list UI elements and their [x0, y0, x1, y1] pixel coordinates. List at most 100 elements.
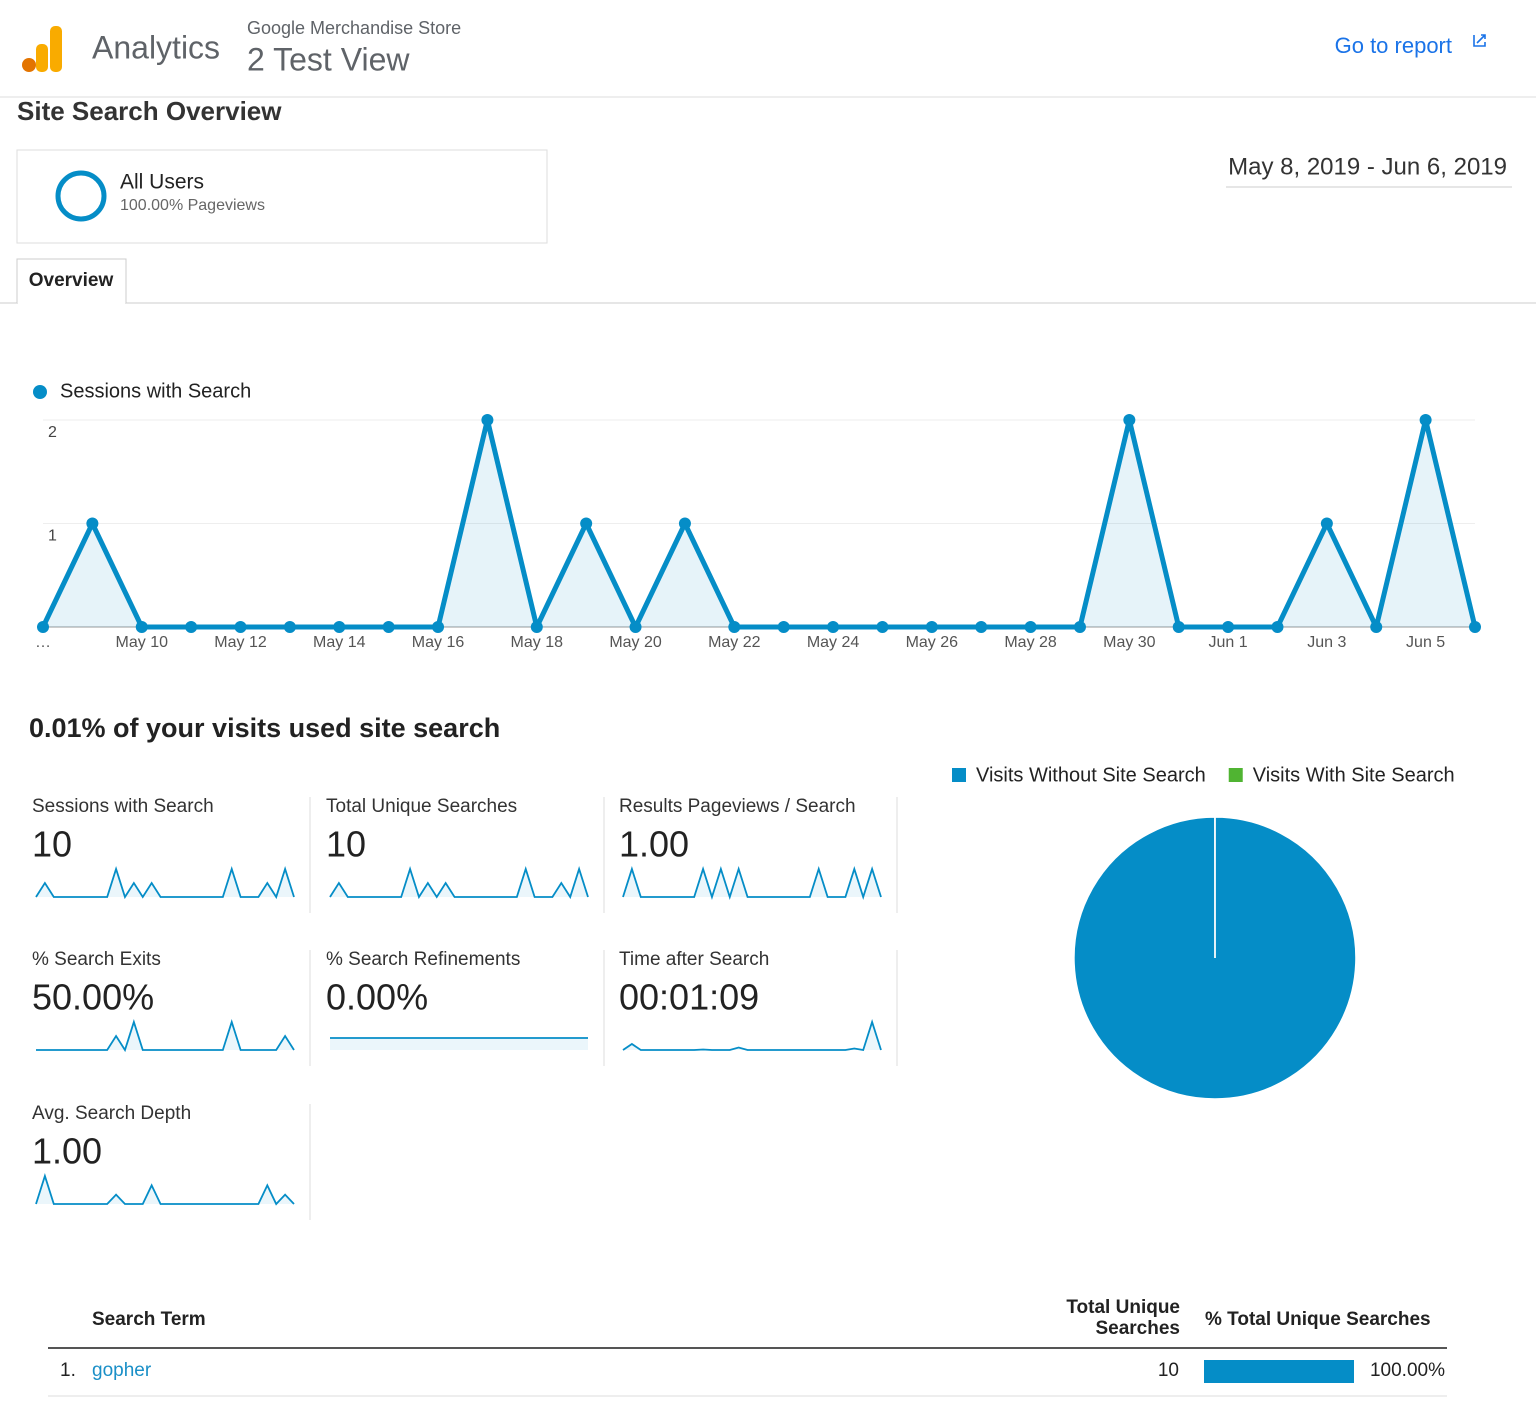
column-header: Search Term: [92, 1309, 206, 1330]
point: [530, 621, 543, 633]
x-tick-label: May 10: [116, 634, 169, 651]
legend-marker: [1228, 768, 1243, 782]
point: [1073, 621, 1086, 633]
sparkline-area: [623, 1022, 881, 1050]
logo: [22, 26, 62, 72]
sparkline-area: [623, 869, 881, 897]
point: [876, 621, 889, 633]
point: [728, 621, 741, 633]
page-title: Site Search Overview: [17, 96, 282, 126]
metric-label: % Search Exits: [32, 949, 161, 970]
sparkline-area: [36, 869, 294, 897]
sparkline-area: [36, 1176, 294, 1204]
metric-label: Results Pageviews / Search: [619, 796, 856, 817]
segment-icon: [55, 170, 107, 222]
sparkline: [622, 866, 882, 900]
x-tick-label: May 12: [214, 634, 267, 651]
x-tick-label: May 16: [412, 634, 465, 651]
sparkline-area: [330, 1038, 588, 1050]
point: [86, 517, 99, 530]
x-tick-label: May 30: [1103, 634, 1156, 651]
x-tick-label: Jun 1: [1209, 634, 1248, 651]
sparkline-area: [330, 869, 588, 897]
y-tick-label: 1: [48, 528, 57, 545]
x-tick-label: May 22: [708, 634, 761, 651]
point: [481, 414, 494, 426]
point: [234, 621, 247, 633]
percent-label: 100.00%: [1370, 1360, 1445, 1381]
point: [432, 621, 445, 633]
metric-label: Avg. Search Depth: [32, 1103, 191, 1124]
point: [975, 621, 988, 633]
metric-value: 10: [326, 824, 366, 865]
segment-name: All Users: [120, 171, 204, 194]
segment-detail: 100.00% Pageviews: [120, 197, 265, 214]
legend-label: Visits Without Site Search: [976, 764, 1206, 786]
point: [580, 517, 593, 530]
date-range[interactable]: May 8, 2019 - Jun 6, 2019: [1228, 153, 1507, 180]
sparkline-area: [36, 1022, 294, 1050]
view-name[interactable]: 2 Test View: [247, 41, 410, 77]
sparkline: [35, 1173, 295, 1206]
point: [777, 621, 790, 633]
point: [1172, 621, 1185, 633]
segment-box[interactable]: [16, 149, 548, 244]
x-tick-label: May 28: [1004, 634, 1057, 651]
account-name: Google Merchandise Store: [247, 18, 461, 38]
tab-label[interactable]: Overview: [29, 270, 114, 291]
column-header: % Total Unique Searches: [1205, 1309, 1431, 1330]
x-tick-label: Jun 5: [1406, 634, 1445, 651]
point: [1469, 621, 1481, 633]
x-tick-label: May 24: [807, 634, 860, 651]
column-header[interactable]: Total Unique Searches: [1066, 1297, 1180, 1339]
search-term[interactable]: gopher: [92, 1360, 152, 1381]
point: [1419, 414, 1432, 426]
metric-value: 00:01:09: [619, 977, 759, 1018]
point: [827, 621, 840, 633]
search-count: 10: [1158, 1360, 1179, 1381]
point: [135, 621, 148, 633]
point: [283, 621, 296, 633]
sparkline: [35, 866, 295, 900]
legend-marker: [952, 768, 966, 782]
point: [1320, 517, 1333, 530]
app-name: Analytics: [92, 29, 220, 65]
sparkline: [36, 1019, 295, 1053]
x-tick-label: …: [35, 634, 51, 651]
legend-label: Visits With Site Search: [1253, 764, 1455, 786]
metric-value: 0.00%: [326, 977, 428, 1018]
headline: 0.01% of your visits used site search: [29, 713, 500, 743]
metric-label: Total Unique Searches: [326, 796, 517, 817]
point: [629, 621, 642, 633]
x-tick-label: May 20: [609, 634, 662, 651]
report-link[interactable]: Go to report: [1335, 33, 1452, 58]
x-tick-label: May 14: [313, 634, 366, 651]
x-tick-label: May 26: [906, 634, 959, 651]
point: [1370, 621, 1383, 633]
sparkline: [622, 1019, 882, 1052]
point: [1271, 621, 1284, 633]
legend-label: Sessions with Search: [60, 380, 251, 402]
point: [925, 621, 938, 633]
metric-label: Time after Search: [619, 949, 769, 970]
metric-value: 1.00: [32, 1131, 102, 1172]
metric-label: Sessions with Search: [32, 796, 214, 817]
metric-label: % Search Refinements: [326, 949, 520, 970]
y-tick-label: 2: [48, 424, 57, 441]
external-icon: [1473, 34, 1486, 47]
sparkline: [329, 866, 589, 900]
area: [43, 420, 1475, 627]
point: [1123, 414, 1136, 426]
x-tick-label: May 18: [511, 634, 564, 651]
tab[interactable]: [16, 258, 127, 303]
metric-value: 10: [32, 824, 72, 865]
x-tick-label: Jun 3: [1307, 634, 1346, 651]
row-rank: 1.: [60, 1360, 76, 1381]
point: [333, 621, 346, 633]
legend-marker: [33, 385, 47, 399]
point: [1222, 621, 1235, 633]
metric-value: 1.00: [619, 824, 689, 865]
percent-bar: [1204, 1360, 1354, 1383]
